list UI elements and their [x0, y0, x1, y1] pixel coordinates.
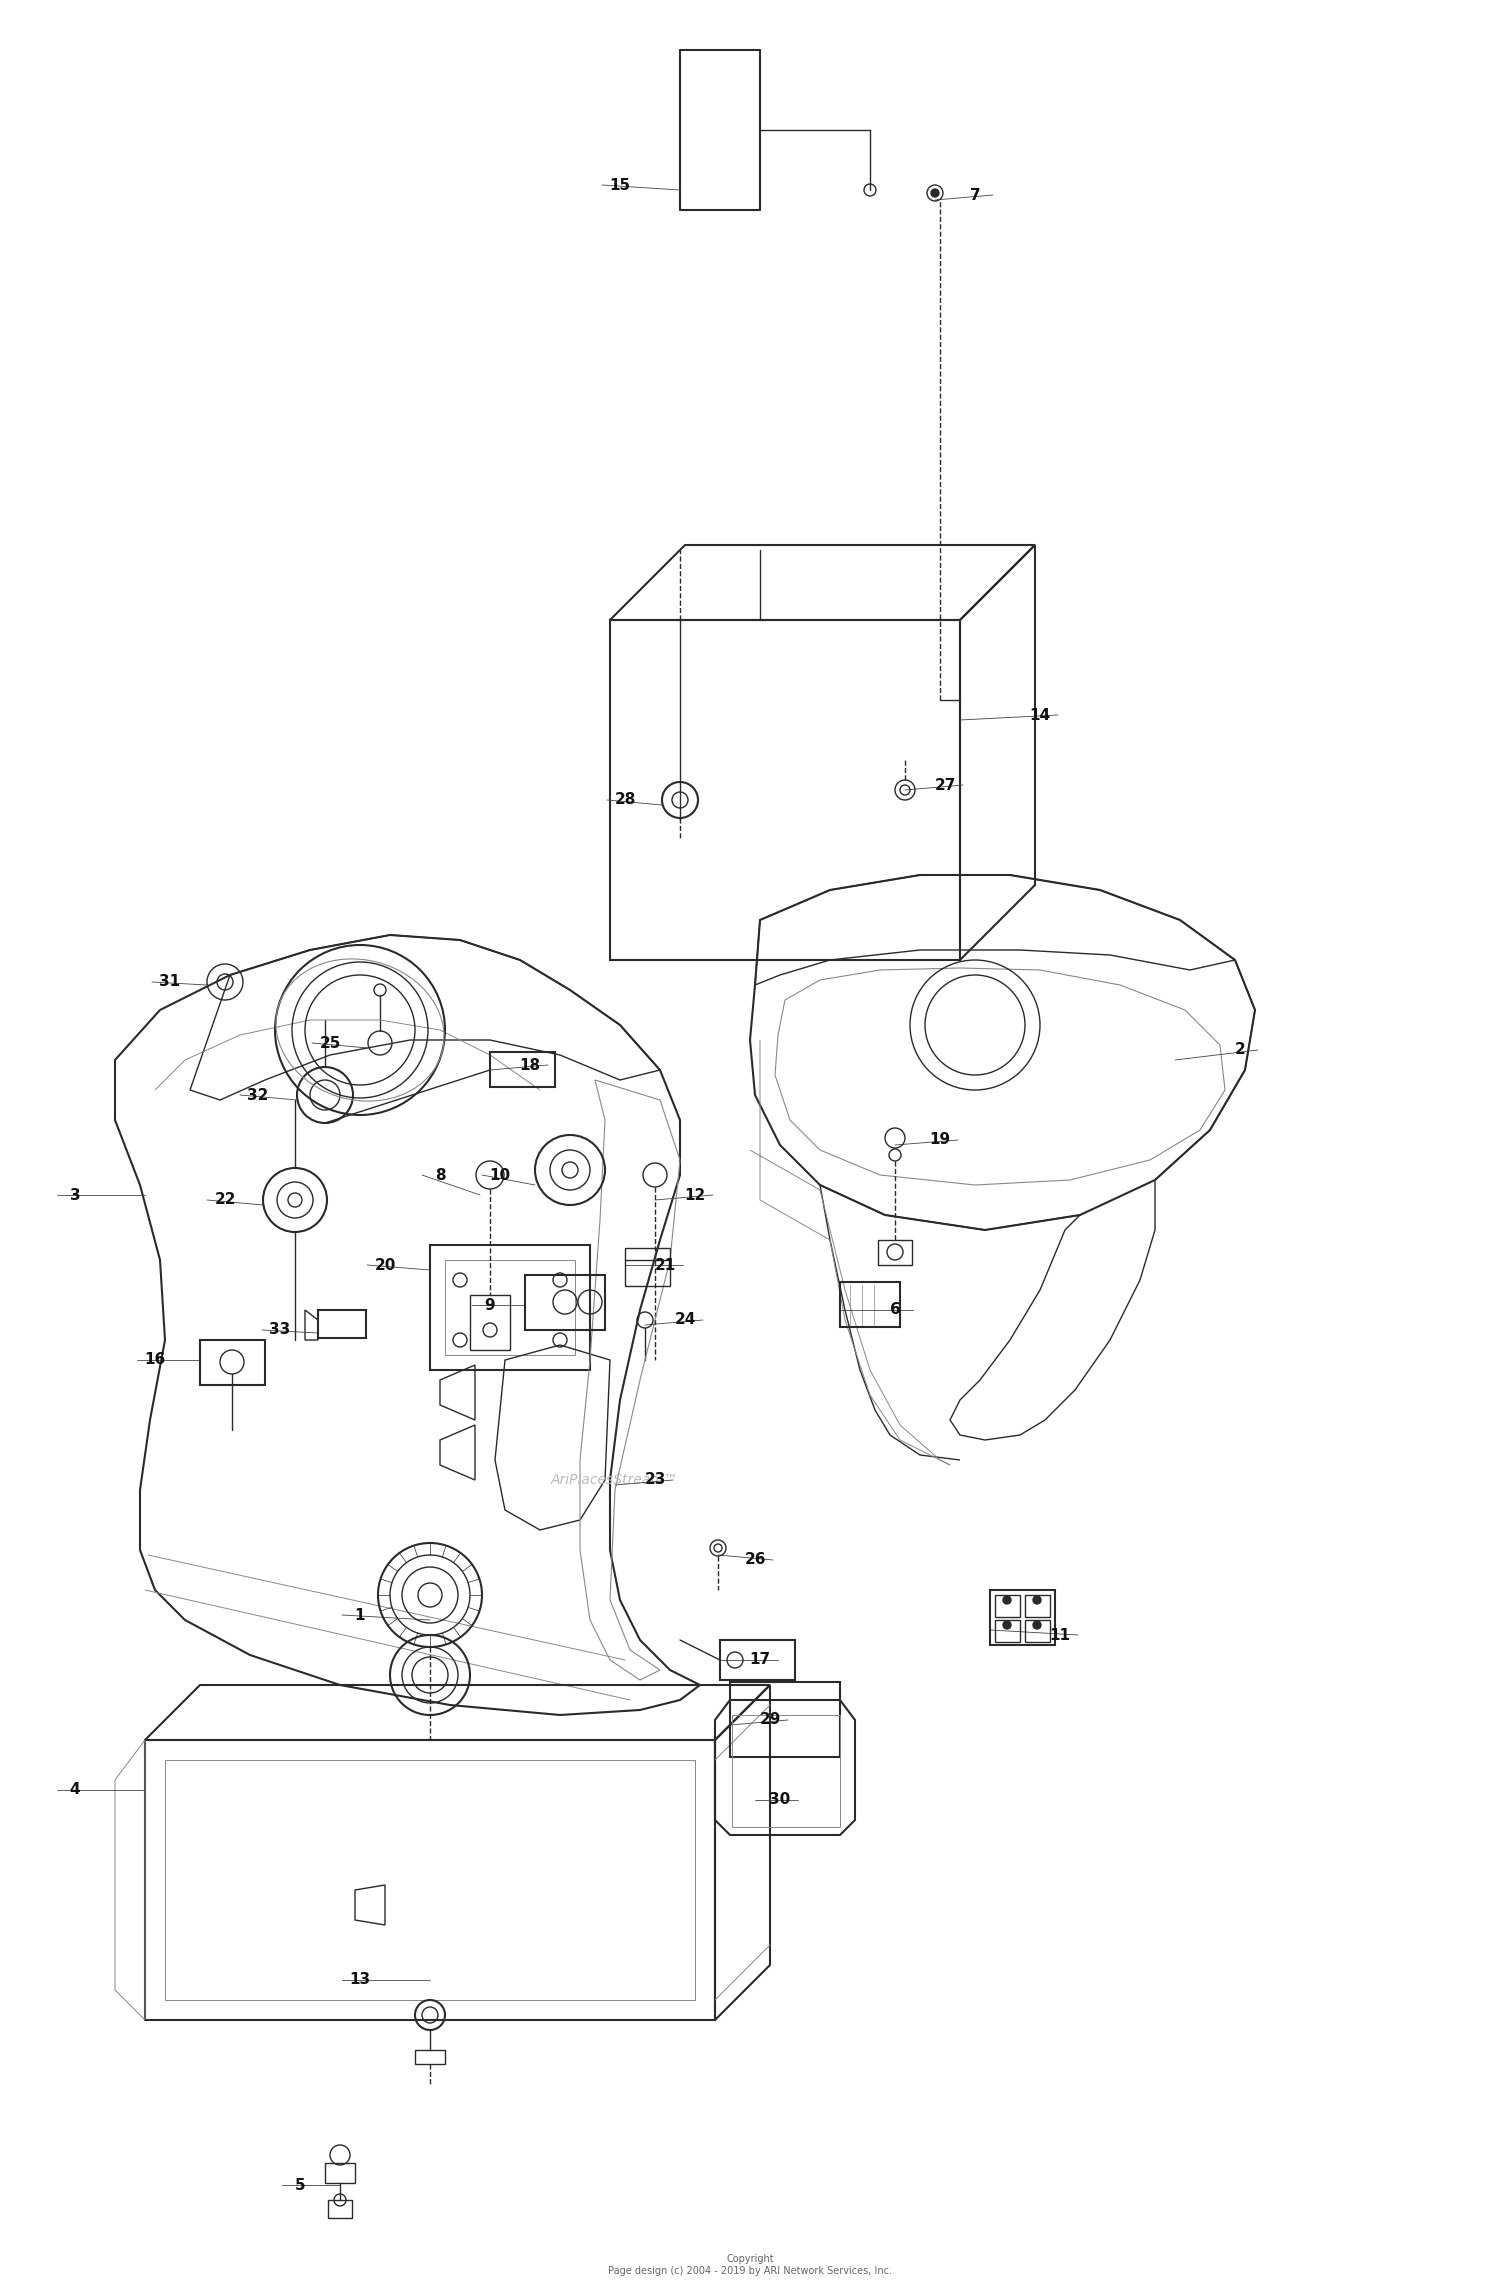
Bar — [1024, 1595, 1050, 1616]
Text: 21: 21 — [654, 1258, 675, 1272]
Bar — [525, 1274, 605, 1329]
Bar — [328, 2200, 352, 2219]
Text: 28: 28 — [615, 793, 636, 807]
Bar — [720, 1641, 795, 1680]
Text: 16: 16 — [144, 1352, 165, 1368]
Circle shape — [932, 188, 939, 197]
Text: 25: 25 — [320, 1036, 340, 1050]
Circle shape — [1004, 1620, 1011, 1630]
Text: 17: 17 — [750, 1653, 771, 1669]
Bar — [626, 1249, 670, 1286]
Bar — [994, 1595, 1020, 1616]
Text: 4: 4 — [69, 1783, 81, 1797]
Circle shape — [1034, 1620, 1041, 1630]
Text: 27: 27 — [934, 777, 956, 793]
Text: 1: 1 — [354, 1607, 366, 1623]
Text: 32: 32 — [248, 1086, 268, 1102]
Text: 12: 12 — [684, 1187, 705, 1203]
Text: Copyright
Page design (c) 2004 - 2019 by ARI Network Services, Inc.: Copyright Page design (c) 2004 - 2019 by… — [608, 2255, 892, 2276]
Bar — [318, 1311, 366, 1339]
Circle shape — [1034, 1595, 1041, 1604]
Text: 33: 33 — [270, 1322, 291, 1339]
Text: 5: 5 — [294, 2177, 306, 2193]
Text: 29: 29 — [759, 1712, 780, 1728]
Bar — [470, 1295, 510, 1350]
Text: 19: 19 — [930, 1132, 951, 1148]
Text: 15: 15 — [609, 176, 630, 193]
Bar — [990, 1591, 1054, 1646]
Text: 31: 31 — [159, 974, 180, 990]
Text: 18: 18 — [519, 1057, 540, 1073]
Text: 6: 6 — [890, 1302, 900, 1318]
Text: 24: 24 — [675, 1313, 696, 1327]
Bar — [416, 2049, 446, 2065]
Text: 14: 14 — [1029, 708, 1050, 722]
Text: 7: 7 — [969, 188, 981, 202]
Text: 23: 23 — [645, 1471, 666, 1488]
Text: 11: 11 — [1050, 1627, 1071, 1643]
Text: 8: 8 — [435, 1167, 445, 1183]
Text: 2: 2 — [1234, 1043, 1245, 1057]
Bar — [730, 1682, 840, 1758]
Text: 13: 13 — [350, 1973, 370, 1987]
Bar — [1024, 1620, 1050, 1641]
Text: 3: 3 — [69, 1187, 81, 1203]
Text: 22: 22 — [214, 1192, 236, 1208]
Bar — [490, 1052, 555, 1086]
Circle shape — [1004, 1595, 1011, 1604]
Text: 30: 30 — [770, 1792, 790, 1808]
Bar — [732, 1714, 840, 1827]
Bar — [200, 1341, 266, 1384]
Text: 20: 20 — [375, 1258, 396, 1272]
Bar — [994, 1620, 1020, 1641]
Text: 26: 26 — [744, 1552, 765, 1568]
Bar — [840, 1281, 900, 1327]
Text: AriPlacesStream™: AriPlacesStream™ — [550, 1474, 680, 1488]
Text: 10: 10 — [489, 1167, 510, 1183]
Bar — [326, 2164, 356, 2182]
Text: 9: 9 — [484, 1297, 495, 1313]
